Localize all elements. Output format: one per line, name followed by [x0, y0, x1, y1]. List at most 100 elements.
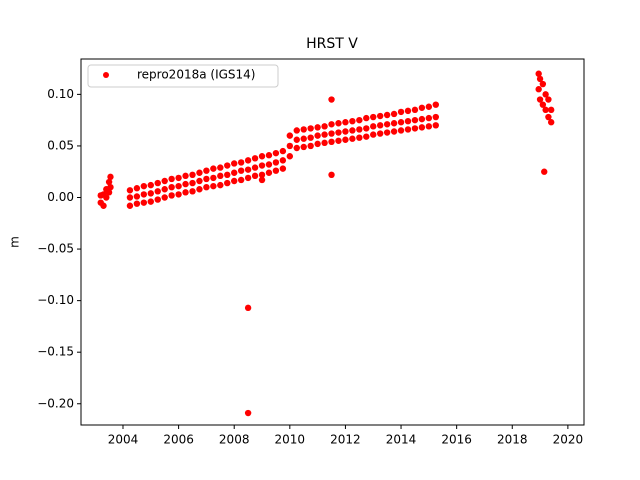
data-point: [547, 119, 555, 126]
data-point: [535, 86, 542, 93]
x-tick-label: 2014: [386, 433, 417, 447]
y-tick-label: 0.10: [47, 87, 74, 101]
data-point: [182, 180, 189, 188]
data-point: [251, 172, 259, 180]
data-point: [126, 202, 134, 209]
data-point: [140, 191, 148, 198]
data-point: [321, 139, 328, 147]
data-point: [328, 130, 335, 137]
data-point: [196, 177, 203, 185]
legend-marker: [103, 72, 109, 78]
data-point: [314, 132, 321, 139]
data-point: [335, 137, 342, 144]
data-point: [376, 112, 384, 120]
y-axis-label: m: [8, 236, 22, 248]
x-tick-label: 2010: [275, 433, 306, 447]
data-point: [432, 101, 439, 108]
data-point: [196, 186, 203, 193]
data-point: [133, 200, 141, 207]
data-point: [328, 121, 335, 128]
data-point: [182, 189, 189, 196]
x-tick-label: 2016: [441, 433, 472, 447]
data-point: [397, 119, 405, 126]
data-point: [217, 181, 224, 189]
data-point: [363, 133, 370, 140]
data-point: [272, 149, 280, 157]
data-point: [307, 142, 314, 150]
data-point: [342, 136, 349, 143]
data-point: [545, 96, 552, 103]
data-point: [376, 130, 384, 137]
data-point: [175, 174, 182, 182]
data-point: [542, 106, 549, 114]
data-point: [536, 96, 544, 103]
data-point: [265, 152, 273, 159]
data-point: [217, 164, 224, 171]
x-tick-label: 2008: [219, 433, 250, 447]
data-point: [210, 174, 217, 182]
data-point: [539, 80, 547, 88]
data-point: [258, 162, 266, 169]
data-point: [133, 193, 141, 200]
data-point: [168, 183, 175, 191]
data-point: [244, 166, 252, 173]
data-point: [126, 187, 134, 194]
data-point: [258, 171, 266, 179]
data-point: [231, 177, 238, 185]
y-tick-label: −0.10: [37, 293, 74, 307]
y-tick-label: −0.15: [37, 345, 74, 359]
data-point: [105, 178, 113, 186]
data-point: [258, 176, 266, 184]
data-point: [224, 171, 231, 179]
data-point: [147, 198, 154, 205]
data-point: [300, 126, 307, 133]
y-tick-label: 0.05: [47, 138, 74, 152]
data-point: [140, 182, 148, 190]
data-point: [133, 185, 141, 192]
data-point: [328, 138, 335, 146]
data-point: [126, 194, 134, 201]
data-point: [231, 160, 238, 167]
data-point: [189, 179, 196, 187]
data-point: [307, 134, 314, 141]
data-point: [328, 171, 335, 179]
data-point: [356, 126, 363, 133]
data-point: [314, 124, 321, 131]
data-point: [383, 129, 391, 136]
chart-title: HRST V: [306, 36, 358, 52]
data-point: [425, 114, 433, 122]
data-point: [397, 108, 405, 116]
data-point: [244, 157, 252, 164]
data-point: [168, 192, 175, 199]
data-point: [349, 127, 356, 134]
data-point: [272, 167, 280, 174]
data-point: [335, 120, 342, 127]
data-point: [539, 101, 547, 108]
data-point: [321, 131, 328, 138]
data-point: [279, 165, 287, 172]
data-point: [536, 75, 544, 83]
data-point: [251, 155, 259, 162]
data-point: [237, 167, 245, 174]
data-point: [105, 189, 113, 196]
data-point: [300, 135, 307, 142]
data-point: [411, 106, 419, 114]
data-point: [376, 122, 384, 129]
data-point: [100, 202, 107, 209]
data-point: [168, 175, 175, 183]
data-point: [286, 142, 294, 150]
data-point: [237, 159, 245, 166]
data-point: [418, 104, 426, 111]
x-tick-label: 2018: [497, 433, 528, 447]
data-point: [224, 162, 231, 169]
data-point: [383, 111, 391, 119]
data-point: [370, 113, 377, 121]
data-point: [349, 117, 356, 125]
legend-box: [87, 64, 279, 88]
data-point: [356, 116, 363, 124]
data-point: [189, 188, 196, 195]
data-point: [397, 127, 405, 134]
data-point: [314, 140, 321, 148]
data-point: [182, 172, 189, 180]
